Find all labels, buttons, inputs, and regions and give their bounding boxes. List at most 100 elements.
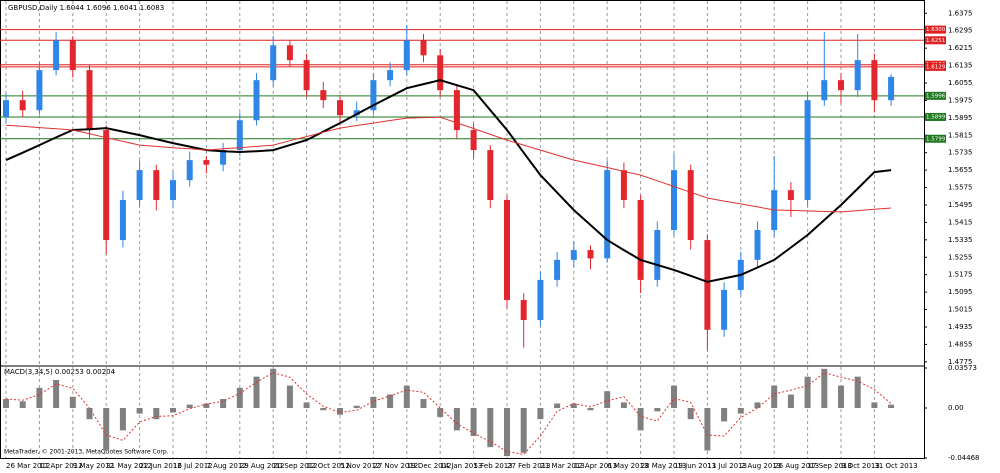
y-tick-label: 1.6135 xyxy=(948,62,973,70)
candle-body xyxy=(470,130,477,151)
candle-body xyxy=(871,60,878,101)
candle-body xyxy=(370,80,377,111)
x-tick-label: 19 Dec 2012 xyxy=(407,462,452,470)
candle-body xyxy=(570,250,577,260)
macd-bar xyxy=(821,368,828,408)
level-label-box xyxy=(925,112,946,121)
level-label: 1.5899 xyxy=(926,114,946,120)
x-tick-label: 14 Jan 2013 xyxy=(440,462,482,470)
moving-average xyxy=(5,116,892,213)
x-tick-label: 27 Feb 2013 xyxy=(507,462,551,470)
level-label-box xyxy=(925,62,946,71)
candle-body xyxy=(704,240,711,330)
candle-body xyxy=(203,160,210,165)
candle-body xyxy=(671,170,677,231)
candle-body xyxy=(136,170,143,200)
macd-bar xyxy=(804,376,811,408)
candle-body xyxy=(3,100,9,117)
candle-body xyxy=(420,40,427,56)
candle-body xyxy=(620,170,627,200)
candle-body xyxy=(153,170,160,200)
macd-bar xyxy=(537,407,544,420)
candle-body xyxy=(854,60,861,91)
candle-body xyxy=(721,289,728,330)
candle-body xyxy=(36,70,43,111)
y-tick-label: 1.5015 xyxy=(948,306,973,314)
candle-body xyxy=(220,150,227,165)
y-tick-label: 1.6375 xyxy=(948,9,973,17)
y-tick-label: 1.6055 xyxy=(948,79,973,87)
signal-line xyxy=(5,372,892,455)
macd-bar xyxy=(270,368,277,408)
macd-bar xyxy=(470,407,477,436)
macd-bar xyxy=(838,385,844,408)
x-tick-label: 11 Jul 2013 xyxy=(707,462,747,470)
y-tick-label: 1.6295 xyxy=(948,27,973,35)
level-label: 1.5799 xyxy=(926,136,946,142)
level-label-box xyxy=(925,134,946,143)
macd-bar xyxy=(704,407,711,451)
candle-body xyxy=(53,40,60,71)
level-label-box xyxy=(925,36,946,45)
level-label: 1.5996 xyxy=(926,93,946,99)
macd-bar xyxy=(721,407,728,422)
candle-body xyxy=(353,110,360,116)
macd-bar xyxy=(787,394,794,408)
macd-bar xyxy=(3,399,9,408)
macd-bar xyxy=(504,407,510,457)
moving-average xyxy=(5,79,892,283)
x-tick-label: 21 Mar 2013 xyxy=(540,462,584,470)
macd-bar xyxy=(487,407,494,448)
plot-frame xyxy=(0,0,925,459)
candle-body xyxy=(888,76,895,101)
macd-bar xyxy=(19,401,26,408)
candle-body xyxy=(554,259,561,280)
candle-body xyxy=(821,80,828,101)
macd-bar xyxy=(888,404,895,408)
macd-bar xyxy=(871,402,878,408)
y-tick-label: 1.5255 xyxy=(948,253,973,261)
x-tick-label: 17 Apr 2012 xyxy=(39,462,82,470)
macd-bar xyxy=(737,407,744,414)
y-tick-label: 1.5335 xyxy=(948,236,973,244)
macd-bar xyxy=(303,402,310,408)
y-tick-label: -0.04468 xyxy=(948,454,979,462)
macd-bar xyxy=(220,399,227,408)
macd-bar xyxy=(854,376,861,408)
y-tick-label: 1.5895 xyxy=(948,114,973,122)
candle-body xyxy=(637,199,644,280)
macd-bar xyxy=(119,407,126,431)
macd-bar xyxy=(320,407,327,411)
candle-body xyxy=(186,160,193,181)
y-tick-label: 1.5415 xyxy=(948,218,973,226)
macd-bar xyxy=(587,407,594,411)
x-tick-label: 12 Oct 2012 xyxy=(307,462,350,470)
candle-body xyxy=(69,40,76,71)
x-tick-label: 31 Oct 2013 xyxy=(874,462,917,470)
macd-bar xyxy=(103,407,110,451)
x-tick-label: 16 Jul 2012 xyxy=(173,462,213,470)
candle-body xyxy=(838,80,844,91)
candle-body xyxy=(236,120,243,151)
y-tick-label: 1.5815 xyxy=(948,131,973,139)
x-tick-label: 12 Apr 2013 xyxy=(574,462,617,470)
macd-bar xyxy=(687,407,694,420)
y-tick-label: 0.00 xyxy=(948,404,964,412)
macd-bar xyxy=(671,385,677,408)
y-tick-label: 1.5735 xyxy=(948,149,973,157)
x-tick-label: 5 Feb 2013 xyxy=(474,462,513,470)
x-tick-label: 26 Aug 2013 xyxy=(774,462,819,470)
candle-body xyxy=(453,90,460,131)
macd-bar xyxy=(86,407,93,420)
candle-body xyxy=(19,100,26,111)
macd-bar xyxy=(236,387,243,408)
y-tick-label: 1.6215 xyxy=(948,44,973,52)
macd-bar xyxy=(403,385,410,408)
candle-body xyxy=(487,150,494,200)
macd-bar xyxy=(153,407,160,420)
macd-bar xyxy=(170,407,176,413)
y-tick-label: 1.5175 xyxy=(948,271,973,279)
candle-body xyxy=(337,100,343,116)
x-tick-label: 29 Aug 2012 xyxy=(240,462,285,470)
